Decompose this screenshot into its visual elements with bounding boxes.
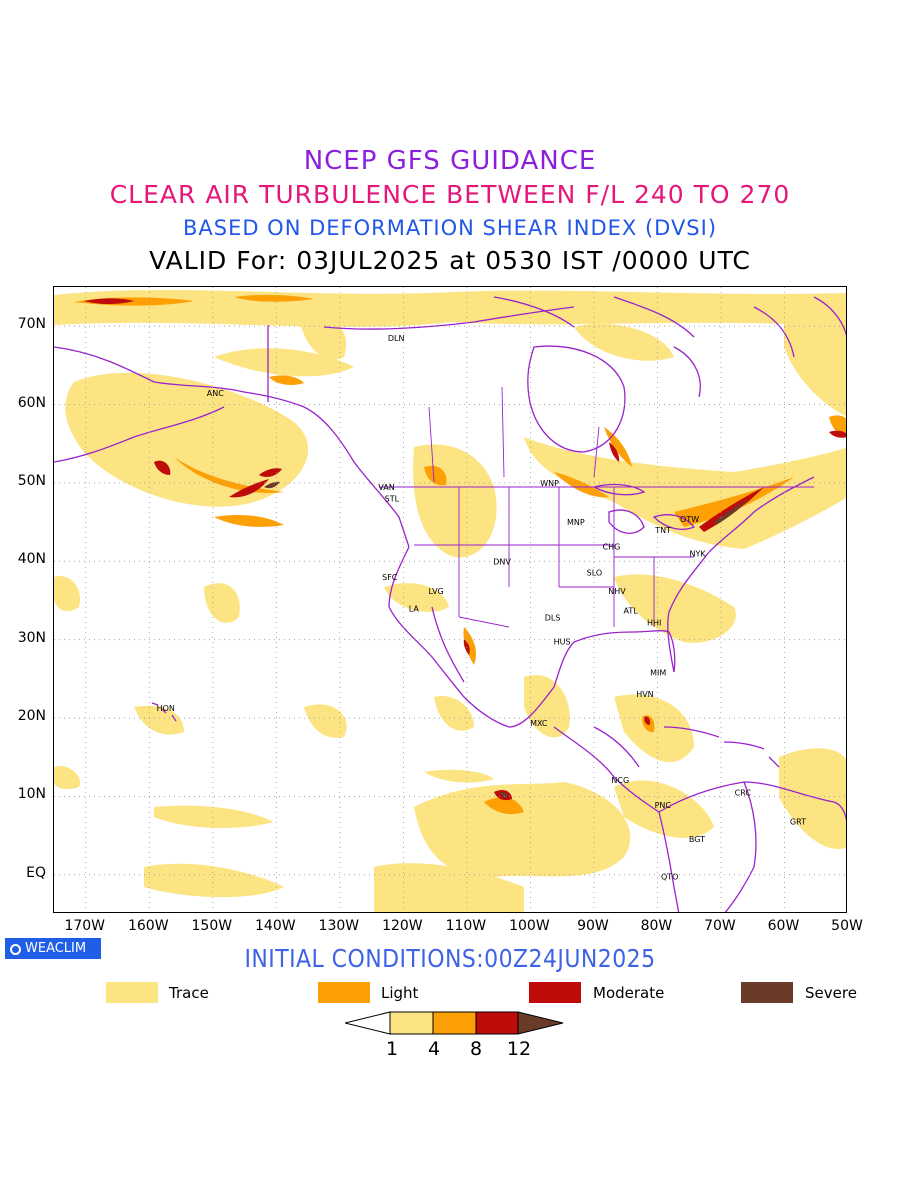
station-label: VAN (378, 483, 394, 492)
station-label: CRC (735, 789, 752, 798)
station-label: MXC (530, 719, 548, 728)
weaclim-logo: WEACLIM (5, 938, 101, 959)
legend-swatch-severe (741, 982, 793, 1003)
station-label: DLN (388, 334, 405, 343)
longitude-label: 50W (831, 918, 863, 934)
station-label: MNP (567, 518, 585, 527)
station-label: HUS (554, 637, 571, 646)
station-label: OTW (680, 515, 699, 524)
station-label: DLS (545, 614, 561, 623)
legend-label-trace: Trace (169, 984, 209, 1002)
legend-swatch-light (318, 982, 370, 1003)
latitude-label: 10N (17, 786, 46, 803)
station-label: TNT (654, 526, 671, 535)
legend-label-moderate: Moderate (593, 984, 665, 1002)
station-label: HHI (647, 618, 661, 627)
station-label: LVG (428, 587, 443, 596)
legend-swatch-moderate (529, 982, 581, 1003)
title-index: BASED ON DEFORMATION SHEAR INDEX (DVSI) (182, 216, 718, 240)
colorbar-tick: 1 (385, 1038, 399, 1060)
brand-name: WEACLIM (25, 941, 87, 956)
legend-swatch-trace (106, 982, 158, 1003)
station-label: STL (385, 495, 400, 504)
longitude-label: 80W (640, 918, 673, 934)
station-label: MIM (650, 669, 666, 678)
station-label: CHG (603, 542, 621, 551)
turbulence-map: DLN ANC VAN STL WNP MNP TNT OTW CHG NYK DNV SFC SLO L… (53, 286, 847, 913)
title-product: CLEAR AIR TURBULENCE BETWEEN F/L 240 TO … (109, 180, 791, 209)
station-label: NCG (611, 776, 629, 785)
station-label: NHV (608, 587, 626, 596)
map-canvas: DLN ANC VAN STL WNP MNP TNT OTW CHG NYK DNV SFC SLO L… (54, 287, 846, 912)
colorbar-tick: 8 (469, 1038, 483, 1060)
station-label: NYK (690, 549, 707, 558)
station-label: BGT (689, 835, 705, 844)
longitude-label: 140W (255, 918, 296, 934)
longitude-label: 170W (64, 918, 106, 934)
colorbar-light (432, 1011, 477, 1035)
latitude-label: 60N (17, 394, 46, 411)
colorbar (345, 1011, 564, 1035)
colorbar-low-arrow (345, 1011, 391, 1035)
longitude-label: 130W (318, 918, 360, 934)
latitude-label: 30N (17, 629, 46, 646)
station-label: LA (409, 604, 420, 613)
latitude-label: 40N (17, 551, 46, 568)
station-label: QTO (661, 872, 678, 881)
title-model: NCEP GFS GUIDANCE (303, 146, 597, 176)
title-valid-time: VALID For: 03JUL2025 at 0530 IST /0000 U… (149, 246, 751, 275)
station-label: ANC (207, 389, 224, 398)
latitude-label: 20N (17, 708, 46, 725)
colorbar-moderate (475, 1011, 519, 1035)
station-label: HON (157, 704, 175, 713)
coastlines-and-borders (54, 296, 846, 912)
longitude-label: 110W (445, 918, 487, 934)
longitude-label: 70W (704, 918, 736, 934)
station-label: PNC (655, 801, 672, 810)
longitude-label: 120W (382, 918, 423, 934)
legend-label-severe: Severe (805, 984, 857, 1002)
station-labels: DLN ANC VAN STL WNP MNP TNT OTW CHG NYK DNV SFC SLO L… (157, 334, 806, 881)
legend-label-light: Light (381, 984, 419, 1002)
station-label: WNP (540, 479, 559, 488)
colorbar-tick: 4 (427, 1038, 441, 1060)
latitude-label: 50N (17, 472, 46, 489)
colorbar-tick: 12 (506, 1038, 532, 1060)
station-label: SFC (382, 573, 398, 582)
colorbar-severe-arrow (517, 1011, 564, 1035)
longitude-label: 150W (191, 918, 233, 934)
longitude-label: 90W (577, 918, 609, 934)
station-label: DNV (493, 557, 511, 566)
colorbar-trace (389, 1011, 434, 1035)
turbulence-field (54, 289, 846, 912)
station-label: GRT (790, 818, 806, 827)
latitude-label: EQ (26, 864, 46, 881)
station-label: ATL (623, 607, 638, 616)
station-label: SLO (587, 568, 603, 577)
latitude-label: 70N (17, 316, 46, 333)
longitude-label: 60W (767, 918, 800, 934)
longitude-label: 100W (509, 918, 550, 934)
station-label: HVN (636, 690, 653, 699)
initial-conditions: INITIAL CONDITIONS:00Z24JUN2025 (244, 944, 656, 973)
logo-ring-icon (10, 944, 21, 955)
longitude-label: 160W (127, 918, 169, 934)
